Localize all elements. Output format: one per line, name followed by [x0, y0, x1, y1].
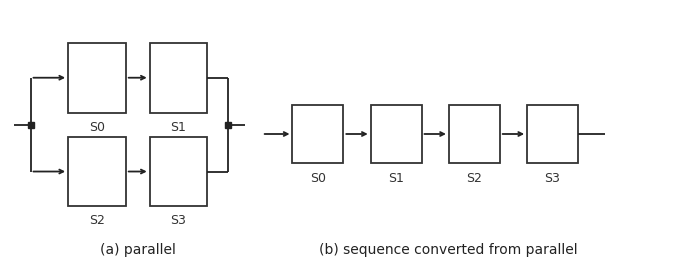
Text: S2: S2 [466, 172, 482, 185]
Text: S0: S0 [89, 121, 105, 134]
Text: S3: S3 [171, 214, 186, 228]
Bar [292, 105, 343, 163]
Bar [150, 43, 207, 113]
Text: S1: S1 [388, 172, 404, 185]
Bar [68, 43, 126, 113]
Text: (b) sequence converted from parallel: (b) sequence converted from parallel [320, 243, 578, 257]
Text: S2: S2 [89, 214, 105, 228]
Text: S1: S1 [171, 121, 186, 134]
Text: (a) parallel: (a) parallel [100, 243, 175, 257]
Bar [527, 105, 578, 163]
Bar [449, 105, 500, 163]
Bar [150, 137, 207, 206]
Text: S3: S3 [545, 172, 560, 185]
Text: S0: S0 [310, 172, 326, 185]
Bar [371, 105, 422, 163]
Bar [68, 137, 126, 206]
